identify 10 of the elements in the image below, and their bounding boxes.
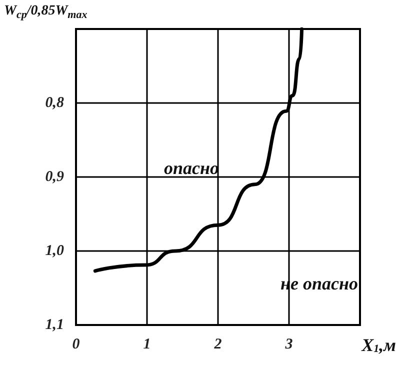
x-tick-label: 2 <box>213 336 222 352</box>
annotation: опасно <box>164 158 220 178</box>
y-tick-label: 1,0 <box>45 243 64 259</box>
x-tick-label: 1 <box>143 336 151 352</box>
x-axis-title: X1,м <box>360 335 396 355</box>
x-tick-label: 3 <box>284 336 294 352</box>
y-tick-label: 1,1 <box>45 317 64 333</box>
y-tick-label: 0,9 <box>45 169 64 185</box>
y-tick-label: 0,8 <box>45 95 64 111</box>
x-tick-label: 0 <box>72 336 80 352</box>
